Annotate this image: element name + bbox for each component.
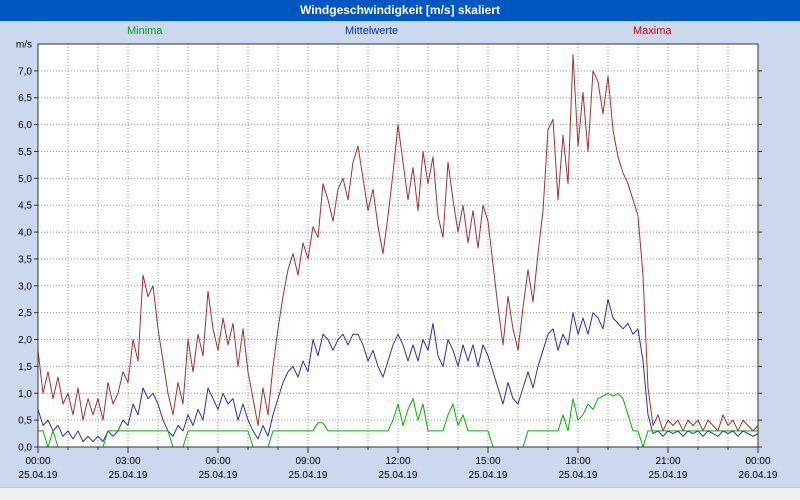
svg-text:0,5: 0,5: [18, 416, 32, 427]
legend-maxima: Maxima: [633, 25, 672, 37]
svg-text:25.04.19: 25.04.19: [109, 470, 148, 481]
svg-text:25.04.19: 25.04.19: [379, 470, 418, 481]
svg-text:09:00: 09:00: [295, 456, 320, 467]
svg-text:0,0: 0,0: [18, 443, 32, 454]
svg-text:25.04.19: 25.04.19: [469, 470, 508, 481]
svg-text:25.04.19: 25.04.19: [649, 470, 688, 481]
svg-text:03:00: 03:00: [115, 456, 140, 467]
svg-text:6,5: 6,5: [18, 93, 32, 104]
svg-text:25.04.19: 25.04.19: [199, 470, 238, 481]
svg-text:1,5: 1,5: [18, 362, 32, 373]
svg-text:21:00: 21:00: [655, 456, 680, 467]
svg-text:5,5: 5,5: [18, 147, 32, 158]
wind-speed-chart: 0,0 0,5 1,0 1,5 2,0 2,5 3,0 3,5 4,0 4,5 5,0 5,5 6,0 6…: [16, 40, 778, 482]
svg-text:15:00: 15:00: [475, 456, 500, 467]
svg-text:m/s: m/s: [16, 40, 32, 51]
svg-text:3,5: 3,5: [18, 254, 32, 265]
legend-minima: Minima: [127, 25, 163, 37]
svg-text:5,0: 5,0: [18, 174, 32, 185]
svg-text:4,5: 4,5: [18, 201, 32, 212]
svg-text:2,5: 2,5: [18, 308, 32, 319]
svg-text:1,0: 1,0: [18, 389, 32, 400]
chart-legend: Minima Mittelwerte Maxima: [0, 0, 800, 40]
legend-mittelwerte: Mittelwerte: [345, 25, 399, 37]
svg-text:00:00: 00:00: [25, 456, 50, 467]
svg-text:25.04.19: 25.04.19: [559, 470, 598, 481]
chart-title: Windgeschwindigkeit [m/s] skaliert: [300, 3, 500, 17]
svg-text:18:00: 18:00: [565, 456, 590, 467]
horizontal-scrollbar[interactable]: [0, 487, 800, 500]
chart-title-bar: Windgeschwindigkeit [m/s] skaliert: [0, 0, 800, 21]
svg-text:2,0: 2,0: [18, 335, 32, 346]
svg-text:25.04.19: 25.04.19: [289, 470, 328, 481]
svg-text:3,0: 3,0: [18, 281, 32, 292]
svg-text:4,0: 4,0: [18, 228, 32, 239]
svg-text:25.04.19: 25.04.19: [19, 470, 58, 481]
svg-text:6,0: 6,0: [18, 120, 32, 131]
svg-text:06:00: 06:00: [205, 456, 230, 467]
svg-text:7,0: 7,0: [18, 66, 32, 77]
svg-text:00:00: 00:00: [745, 456, 770, 467]
svg-text:26.04.19: 26.04.19: [739, 470, 778, 481]
svg-text:12:00: 12:00: [385, 456, 410, 467]
